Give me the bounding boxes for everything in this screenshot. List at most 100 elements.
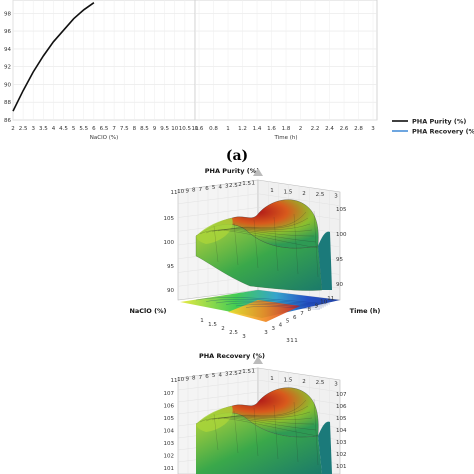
- naclo-top-tick: 4: [218, 184, 222, 190]
- x-tick-label: 3: [31, 126, 35, 132]
- x-tick-label: 2.5: [19, 126, 28, 132]
- mesh-line: [223, 411, 311, 419]
- mesh-line: [273, 216, 279, 272]
- x-tick-label: 11: [192, 126, 199, 132]
- naclo-top-tick: 2.5: [229, 371, 238, 377]
- mesh-line: [217, 228, 313, 232]
- z-tick-right: 107: [336, 392, 347, 398]
- z-tick-right: 105: [336, 207, 347, 213]
- x-tick-label: 7.5: [120, 126, 129, 132]
- x-tick-label: 0.6: [195, 126, 204, 132]
- surface-left-bulge: [196, 218, 233, 244]
- floor-contour-line: [205, 299, 329, 306]
- mesh-line: [235, 399, 307, 417]
- surface-left-bulge: [196, 406, 233, 432]
- naclo-top-tick: 2.5: [229, 183, 238, 189]
- z-tick-left: 101: [164, 466, 175, 472]
- mesh-line: [233, 222, 239, 266]
- naclo-top-tick: 1: [251, 368, 255, 374]
- x-tick-label: 1.4: [253, 126, 262, 132]
- z-tick-right: 104: [336, 428, 347, 434]
- time-floor-tick: 5: [286, 319, 290, 325]
- z-tick-left: 107: [164, 391, 175, 397]
- naclo-top-tick: 3: [225, 372, 229, 378]
- mesh-line: [273, 404, 279, 460]
- y-tick-label: 88: [4, 100, 11, 106]
- floor-end-tick: 3: [286, 338, 290, 344]
- x-tick-label: 2: [299, 126, 303, 132]
- floor-tick: 1.5: [208, 322, 217, 328]
- time-floor-tick: 4: [279, 322, 283, 328]
- naclo-top-tick: 3: [225, 184, 229, 190]
- x-tick-label: 0.8: [209, 126, 218, 132]
- floor-end-tick: 1: [294, 338, 298, 344]
- time-top-tick: 1: [270, 376, 274, 382]
- naclo-top-tick: 7: [199, 375, 203, 381]
- x-axis-label: NaClO (%): [90, 135, 118, 141]
- time-top-tick: 1.5: [284, 189, 293, 195]
- panel-label: (a): [226, 148, 248, 164]
- x-tick-labels: 2 2.5 3 3.5 4 4.5 5 5.5 6 6.5 7 7.5 8 8.5 9 9.5 10 10.5 11: [11, 126, 198, 132]
- x-tick-label: 3.5: [39, 126, 48, 132]
- x-tick-label: 4.5: [59, 126, 68, 132]
- y-axis-label: Time (h): [350, 307, 381, 315]
- z-tick-left: 95: [167, 264, 174, 270]
- x-tick-label: 3: [371, 126, 375, 132]
- time-floor-tick: 3: [264, 330, 268, 336]
- gridlines: [195, 0, 377, 121]
- z-tick-right: 106: [336, 404, 347, 410]
- surface-right-side: [318, 421, 332, 474]
- surface-mesh-lines: [199, 210, 319, 278]
- naclo-top-tick: 9: [185, 188, 189, 194]
- x-tick-label: 9: [153, 126, 157, 132]
- x-tick-label: 6.5: [100, 126, 109, 132]
- time-top-tick: 2.5: [316, 380, 325, 386]
- floor-contour-lines: [195, 297, 331, 310]
- z-tick-left: 102: [164, 454, 175, 460]
- x-axis-label: NaClO (%): [129, 307, 166, 315]
- naclo-top-tick: 11: [171, 378, 178, 384]
- time-floor-tick: 3: [271, 326, 275, 332]
- recovery-surface-plot: PHA Recovery (%) 11 10 9 8 7 6 5 4 3 2.5 2 1.5 11 1.5…: [164, 352, 347, 474]
- y-tick-label: 92: [4, 65, 11, 71]
- naclo-top-tick: 6: [205, 374, 209, 380]
- surface-title: PHA Purity (%): [205, 167, 259, 175]
- surface-top: [195, 387, 319, 438]
- z-tick-left: 90: [167, 288, 174, 294]
- mesh-line: [205, 229, 317, 243]
- y-tick-label: 90: [4, 82, 11, 88]
- naclo-top-tick: 2: [238, 182, 242, 188]
- naclo-top-tick: 10: [177, 377, 184, 383]
- time-floor-tick: 7: [300, 311, 304, 317]
- surface-right-side: [318, 231, 332, 290]
- y-tick-label: 94: [4, 47, 11, 53]
- x-tick-label: 7: [112, 126, 116, 132]
- x-tick-label: 1.8: [282, 126, 291, 132]
- floor-contour-line: [235, 304, 323, 309]
- surface-top: [195, 199, 319, 249]
- x-tick-label: 8: [133, 126, 137, 132]
- mesh-line: [211, 417, 315, 425]
- x-tick-label: 10: [171, 126, 178, 132]
- z-tick-left: 104: [164, 429, 175, 435]
- purity-surface-plot: PHA Purity (%) 11 10 9 8 7 6 5 4 3 2.5 2 1.5 11 1.5 2 2…: [129, 167, 380, 344]
- legend-label-purity: PHA Purity (%): [412, 118, 466, 126]
- naclo-top-tick: 9: [185, 376, 189, 382]
- x-tick-label: 8.5: [140, 126, 149, 132]
- mesh-line: [235, 211, 307, 229]
- naclo-top-tick: 1.5: [242, 369, 251, 375]
- series-line: [12, 2, 95, 112]
- mesh-line: [213, 413, 219, 451]
- x-tick-label: 2: [11, 126, 15, 132]
- y-tick-label: 86: [4, 118, 11, 124]
- surface-mesh-lines: [199, 398, 319, 466]
- x-tick-label: 4: [52, 126, 56, 132]
- time-floor-tick: 6: [293, 315, 297, 321]
- z-tick-left: 100: [164, 240, 175, 246]
- x-tick-label: 1.2: [238, 126, 247, 132]
- z-tick-right: 90: [336, 282, 343, 288]
- surface-front-side: [196, 412, 322, 474]
- time-floor-tick: 11: [327, 296, 334, 302]
- mesh-line: [223, 223, 311, 231]
- x-tick-label: 2.8: [354, 126, 363, 132]
